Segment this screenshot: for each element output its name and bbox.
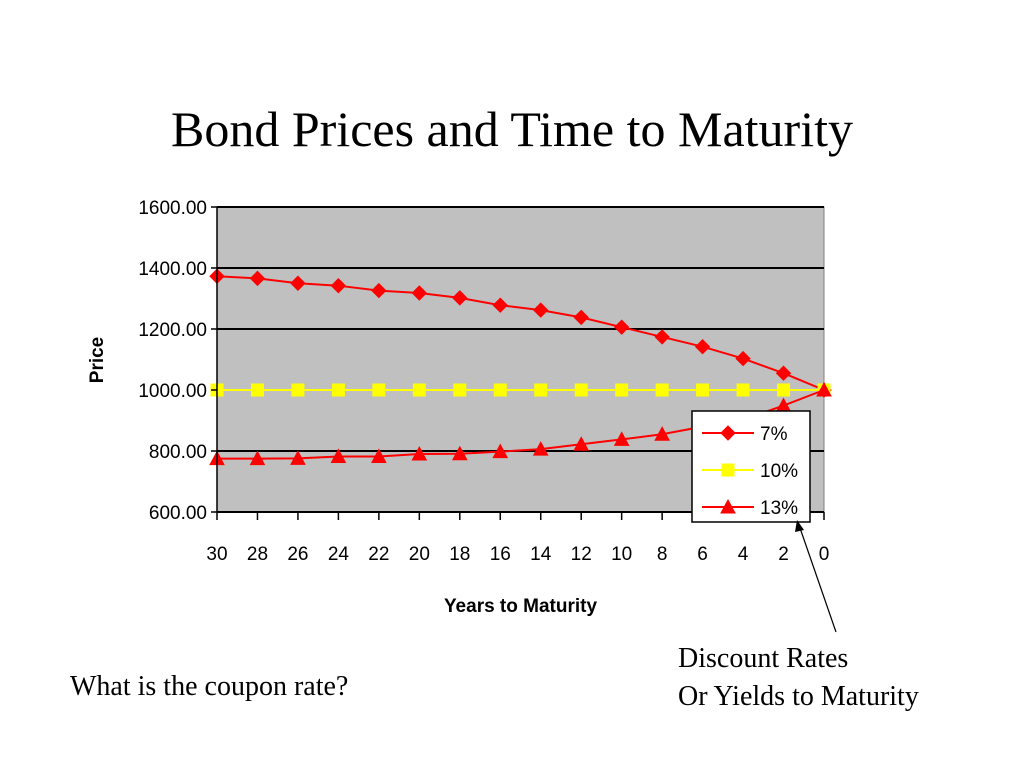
data-point <box>735 350 751 367</box>
data-point <box>290 450 306 465</box>
data-point <box>371 282 387 299</box>
x-tick-label: 24 <box>328 544 350 565</box>
callout-line <box>799 527 837 633</box>
data-point <box>777 383 791 397</box>
bond-price-chart: 600.00 800.00 1000.00 1200.00 1400.00 1600.00… <box>87 198 837 633</box>
data-point <box>736 383 750 397</box>
callout-line-2: Or Yields to Maturity <box>678 681 919 712</box>
y-tick-label: 1400.00 <box>138 259 207 280</box>
x-tick-label: 12 <box>571 544 592 565</box>
data-point <box>775 365 792 381</box>
legend-label: 10% <box>760 461 798 482</box>
data-point <box>573 309 589 326</box>
discount-rate-callout: Discount Rates Or Yields to Maturity <box>678 640 919 716</box>
data-point <box>290 275 306 291</box>
data-point <box>654 426 670 441</box>
data-point <box>574 383 588 397</box>
data-point <box>330 277 347 294</box>
data-point <box>655 383 669 397</box>
x-tick-label: 14 <box>530 544 552 565</box>
x-axis-title: Years to Maturity <box>444 596 598 617</box>
x-tick-label: 28 <box>247 544 268 565</box>
series-line <box>216 275 825 391</box>
data-point <box>696 383 710 397</box>
y-tick-label: 800.00 <box>149 442 207 463</box>
y-axis-title: Price <box>87 337 108 383</box>
y-tick-label: 600.00 <box>149 503 207 524</box>
data-point <box>412 383 426 397</box>
legend-marker <box>721 463 735 477</box>
data-point <box>249 450 266 466</box>
data-point <box>533 302 549 318</box>
data-point <box>372 383 386 397</box>
y-tick-label: 1600.00 <box>138 198 207 219</box>
data-point <box>615 383 629 397</box>
data-point <box>291 383 305 397</box>
x-tick-label: 26 <box>287 544 308 565</box>
data-point <box>816 381 832 397</box>
callout-arrow <box>795 520 837 633</box>
x-tick-label: 4 <box>738 544 749 565</box>
axes: 600.00 800.00 1000.00 1200.00 1400.00 1600.00… <box>87 198 829 617</box>
x-tick-label: 18 <box>449 544 470 565</box>
legend: 7% 10% 13% <box>691 410 811 523</box>
data-point <box>654 329 670 345</box>
data-point <box>534 383 548 397</box>
x-tick-label: 10 <box>611 544 632 565</box>
legend-marker <box>720 425 736 441</box>
x-tick-label: 2 <box>778 544 789 565</box>
data-point <box>613 431 630 446</box>
coupon-rate-question: What is the coupon rate? <box>70 671 349 702</box>
slide-title: Bond Prices and Time to Maturity <box>171 101 853 157</box>
data-point <box>411 285 428 301</box>
data-point <box>453 383 467 397</box>
series-layer <box>209 268 832 466</box>
x-tick-label: 16 <box>490 544 511 565</box>
data-point <box>492 297 508 313</box>
data-point <box>451 445 468 461</box>
data-point <box>249 270 266 287</box>
data-point <box>613 319 630 335</box>
legend-label: 7% <box>760 424 788 445</box>
x-tick-label: 8 <box>657 544 668 565</box>
x-tick-label: 0 <box>819 544 830 565</box>
x-tick-label: 6 <box>697 544 708 565</box>
x-tick-label: 22 <box>368 544 389 565</box>
x-tick-label: 30 <box>206 544 227 565</box>
data-point <box>532 441 549 456</box>
series-1 <box>210 383 831 397</box>
data-point <box>452 290 468 306</box>
data-point <box>493 383 507 397</box>
data-point <box>573 436 590 451</box>
data-point <box>411 445 428 461</box>
data-point <box>331 383 345 397</box>
legend-label: 13% <box>760 498 798 519</box>
data-point <box>371 448 387 463</box>
x-tick-label: 20 <box>409 544 430 565</box>
callout-arrowhead <box>795 520 804 532</box>
data-point <box>250 383 264 397</box>
y-tick-label: 1000.00 <box>138 381 207 402</box>
legend-box <box>691 410 811 523</box>
y-tick-label: 1200.00 <box>138 320 207 341</box>
data-point <box>330 448 347 463</box>
callout-line-1: Discount Rates <box>678 643 849 674</box>
data-point <box>694 338 711 355</box>
data-point <box>492 443 509 459</box>
legend-marker <box>720 498 736 514</box>
